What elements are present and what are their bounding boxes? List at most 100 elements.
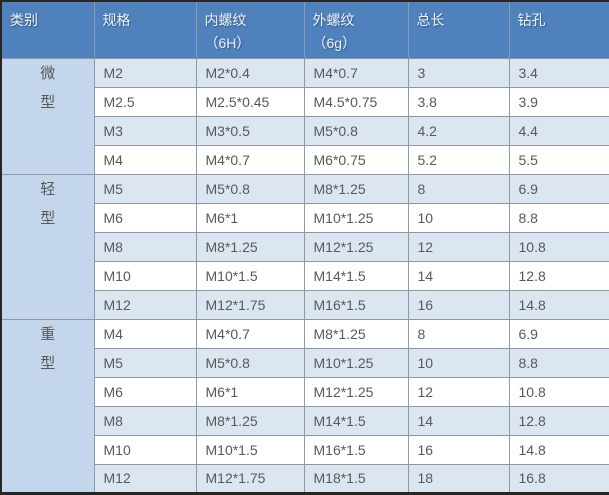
drill-hole-cell: 12.8	[508, 405, 609, 435]
table-row: M12 M12*1.75 M18*1.5 18 16.8	[1, 463, 609, 493]
drill-hole-cell: 10.8	[508, 376, 609, 406]
category-char: 重	[40, 325, 56, 343]
external-thread-cell: M14*1.5	[303, 405, 408, 435]
table-row: M6 M6*1 M10*1.25 10 8.8	[1, 202, 609, 232]
drill-hole-cell: 6.9	[508, 318, 609, 348]
total-length-cell: 5.2	[407, 144, 509, 174]
col-header-total-length: 总长	[407, 1, 509, 58]
col-header-label: 钻孔	[517, 12, 546, 28]
col-header-label: 总长	[416, 12, 445, 28]
external-thread-cell: M16*1.5	[303, 289, 408, 319]
category-char: 型	[40, 354, 56, 372]
drill-hole-cell: 3.9	[508, 86, 609, 116]
col-header-drill-hole: 钻孔	[508, 1, 609, 58]
external-thread-cell: M5*0.8	[303, 115, 408, 145]
total-length-cell: 8	[407, 318, 509, 348]
external-thread-cell: M14*1.5	[303, 260, 408, 290]
external-thread-cell: M12*1.25	[303, 376, 408, 406]
internal-thread-cell: M12*1.75	[195, 463, 304, 493]
total-length-cell: 3	[407, 57, 509, 87]
table-row: M8 M8*1.25 M12*1.25 12 10.8	[1, 231, 609, 261]
table-row: M12 M12*1.75 M16*1.5 16 14.8	[1, 289, 609, 319]
drill-hole-cell: 8.8	[508, 202, 609, 232]
spec-cell: M5	[93, 347, 196, 377]
internal-thread-cell: M4*0.7	[195, 144, 304, 174]
spec-cell: M8	[93, 231, 196, 261]
external-thread-cell: M16*1.5	[303, 434, 408, 464]
drill-hole-cell: 5.5	[508, 144, 609, 174]
col-header-label: 类别	[10, 12, 38, 28]
col-header-label: 内螺纹	[204, 12, 247, 28]
external-thread-cell: M4.5*0.75	[303, 86, 408, 116]
table-row: M6 M6*1 M12*1.25 12 10.8	[1, 376, 609, 406]
col-header-label: 外螺纹	[312, 12, 355, 28]
internal-thread-cell: M2.5*0.45	[195, 86, 304, 116]
col-header-label: 规格	[102, 12, 131, 28]
col-header-sublabel: （6g）	[312, 35, 357, 51]
category-char: 微	[40, 64, 56, 82]
external-thread-cell: M6*0.75	[303, 144, 408, 174]
table-header-row: 类别 规格 内螺纹 （6H） 外螺纹 （6g） 总长	[1, 1, 609, 58]
table-row: M3 M3*0.5 M5*0.8 4.2 4.4	[1, 115, 609, 145]
total-length-cell: 3.8	[407, 86, 509, 116]
internal-thread-cell: M6*1	[195, 202, 304, 232]
total-length-cell: 10	[407, 202, 509, 232]
spec-cell: M10	[93, 260, 196, 290]
external-thread-cell: M12*1.25	[303, 231, 408, 261]
spec-cell: M4	[93, 318, 196, 348]
spec-cell: M4	[93, 144, 196, 174]
table-row: M2.5 M2.5*0.45 M4.5*0.75 3.8 3.9	[1, 86, 609, 116]
total-length-cell: 14	[407, 260, 509, 290]
internal-thread-cell: M3*0.5	[195, 115, 304, 145]
table-row: 轻型 M5 M5*0.8 M8*1.25 8 6.9	[1, 173, 609, 319]
external-thread-cell: M8*1.25	[303, 173, 408, 203]
internal-thread-cell: M4*0.7	[195, 318, 304, 348]
internal-thread-cell: M12*1.75	[195, 289, 304, 319]
spec-cell: M6	[93, 202, 196, 232]
col-header-internal-thread: 内螺纹 （6H）	[195, 1, 304, 58]
category-cell: 重型	[1, 318, 94, 493]
spec-cell: M5	[93, 173, 196, 203]
drill-hole-cell: 6.9	[508, 173, 609, 203]
category-cell: 轻型	[1, 173, 94, 319]
spec-cell: M12	[93, 463, 196, 493]
total-length-cell: 4.2	[407, 115, 509, 145]
internal-thread-cell: M2*0.4	[195, 57, 304, 87]
external-thread-cell: M4*0.7	[303, 57, 408, 87]
internal-thread-cell: M6*1	[195, 376, 304, 406]
internal-thread-cell: M10*1.5	[195, 260, 304, 290]
drill-hole-cell: 8.8	[508, 347, 609, 377]
spec-cell: M6	[93, 376, 196, 406]
external-thread-cell: M10*1.25	[303, 347, 408, 377]
total-length-cell: 18	[407, 463, 509, 493]
internal-thread-cell: M10*1.5	[195, 434, 304, 464]
drill-hole-cell: 16.8	[508, 463, 609, 493]
table-row: M8 M8*1.25 M14*1.5 14 12.8	[1, 405, 609, 435]
drill-hole-cell: 14.8	[508, 434, 609, 464]
spec-cell: M10	[93, 434, 196, 464]
drill-hole-cell: 4.4	[508, 115, 609, 145]
total-length-cell: 16	[407, 289, 509, 319]
total-length-cell: 12	[407, 376, 509, 406]
category-char: 型	[40, 209, 56, 227]
total-length-cell: 8	[407, 173, 509, 203]
table-row: M4 M4*0.7 M6*0.75 5.2 5.5	[1, 144, 609, 174]
internal-thread-cell: M5*0.8	[195, 173, 304, 203]
col-header-external-thread: 外螺纹 （6g）	[303, 1, 408, 58]
drill-hole-cell: 12.8	[508, 260, 609, 290]
spec-cell: M2.5	[93, 86, 196, 116]
total-length-cell: 16	[407, 434, 509, 464]
category-char: 轻	[40, 180, 56, 198]
drill-hole-cell: 3.4	[508, 57, 609, 87]
table-row: 微型 M2 M2*0.4 M4*0.7 3 3.4	[1, 57, 609, 174]
col-header-spec: 规格	[93, 1, 196, 58]
internal-thread-cell: M5*0.8	[195, 347, 304, 377]
external-thread-cell: M10*1.25	[303, 202, 408, 232]
col-header-sublabel: （6H）	[204, 35, 251, 51]
spec-cell: M3	[93, 115, 196, 145]
table-row: M10 M10*1.5 M16*1.5 16 14.8	[1, 434, 609, 464]
spec-cell: M2	[93, 57, 196, 87]
internal-thread-cell: M8*1.25	[195, 405, 304, 435]
spec-cell: M8	[93, 405, 196, 435]
